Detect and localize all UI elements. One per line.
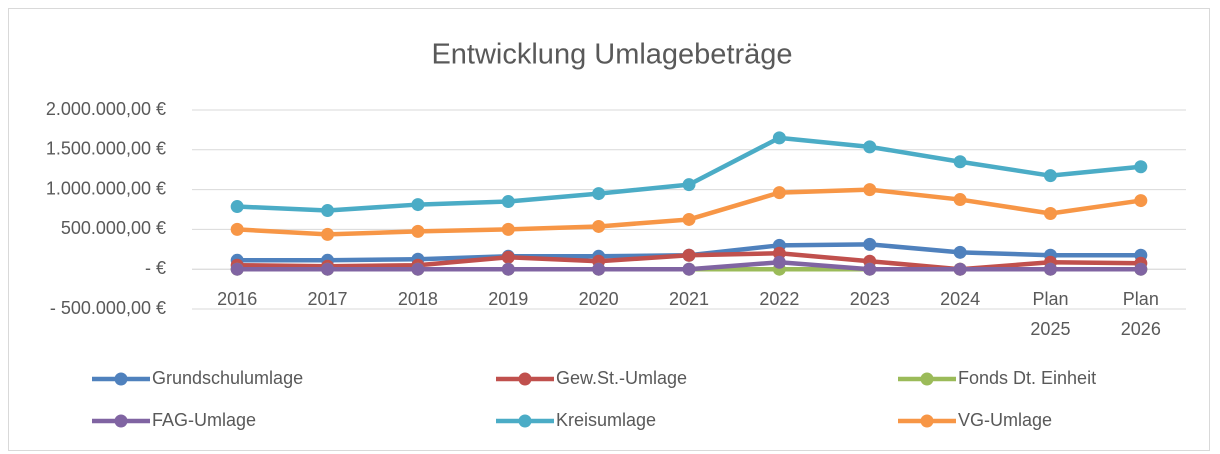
data-point	[501, 222, 515, 236]
legend-marker	[114, 372, 128, 386]
x-tick-label: Plan 2026	[1121, 289, 1161, 339]
data-point	[1134, 160, 1148, 174]
x-tick-label: 2016	[217, 289, 257, 309]
data-point	[953, 262, 967, 276]
data-point	[1134, 194, 1148, 208]
data-point	[592, 262, 606, 276]
data-point	[953, 245, 967, 259]
data-point	[592, 219, 606, 233]
legend-marker	[518, 414, 532, 428]
data-point	[230, 222, 244, 236]
x-tick-label: 2021	[669, 289, 709, 309]
data-point	[1043, 206, 1057, 220]
data-point	[863, 183, 877, 197]
x-tick-label: 2019	[488, 289, 528, 309]
data-point	[863, 237, 877, 251]
data-point	[501, 250, 515, 264]
legend-marker	[920, 372, 934, 386]
x-tick-label: 2018	[398, 289, 438, 309]
data-point	[501, 195, 515, 209]
data-point	[321, 204, 335, 218]
data-point	[321, 227, 335, 241]
data-point	[682, 212, 696, 226]
data-point	[1134, 262, 1148, 276]
data-point	[772, 186, 786, 200]
legend-marker	[518, 372, 532, 386]
x-tick-label: 2020	[579, 289, 619, 309]
data-point	[682, 262, 696, 276]
data-point	[682, 248, 696, 262]
data-point	[1043, 169, 1057, 183]
data-point	[321, 262, 335, 276]
data-point	[1043, 262, 1057, 276]
legend-label: VG-Umlage	[958, 410, 1052, 430]
legend-label: Kreisumlage	[556, 410, 656, 430]
y-tick-label: 1.500.000,00 €	[46, 139, 166, 159]
data-point	[772, 246, 786, 260]
data-point	[772, 255, 786, 269]
data-point	[230, 200, 244, 214]
y-tick-label: 2.000.000,00 €	[46, 99, 166, 119]
data-point	[682, 178, 696, 192]
legend-marker	[920, 414, 934, 428]
chart-title: Entwicklung Umlagebeträge	[431, 39, 792, 71]
data-point	[953, 155, 967, 169]
data-point	[411, 262, 425, 276]
y-tick-label: - €	[145, 258, 166, 278]
data-point	[592, 187, 606, 201]
x-tick-label: Plan 2025	[1030, 289, 1070, 339]
y-tick-label: 500.000,00 €	[61, 218, 166, 238]
legend-label: Grundschulumlage	[152, 368, 303, 388]
legend-marker	[114, 414, 128, 428]
x-tick-label: 2024	[940, 289, 980, 309]
legend-label: FAG-Umlage	[152, 410, 256, 430]
data-point	[863, 140, 877, 154]
data-point	[863, 262, 877, 276]
data-point	[953, 193, 967, 207]
y-tick-label: 1.000.000,00 €	[46, 178, 166, 198]
data-point	[411, 224, 425, 238]
x-tick-label: 2022	[759, 289, 799, 309]
data-point	[501, 262, 515, 276]
x-tick-label: 2017	[308, 289, 348, 309]
y-tick-label: - 500.000,00 €	[50, 298, 166, 318]
data-point	[772, 131, 786, 145]
data-point	[411, 198, 425, 212]
x-tick-label: 2023	[850, 289, 890, 309]
data-point	[230, 262, 244, 276]
legend-label: Gew.St.-Umlage	[556, 368, 687, 388]
legend-label: Fonds Dt. Einheit	[958, 368, 1096, 388]
